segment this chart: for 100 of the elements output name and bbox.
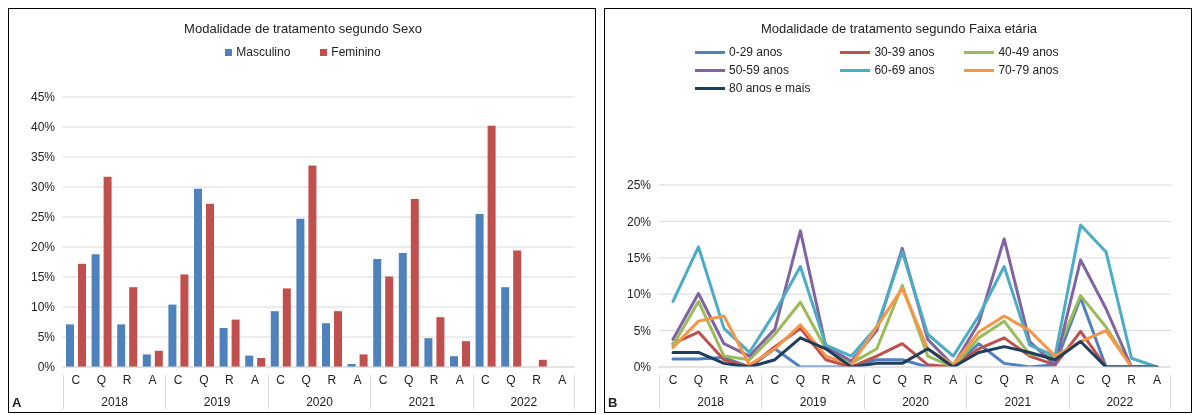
legend-label: 0-29 anos xyxy=(729,45,783,59)
x-tick-label: C xyxy=(974,372,984,387)
bar xyxy=(154,350,163,367)
x-tick-label: Q xyxy=(403,372,414,387)
x-tick-label: R xyxy=(225,372,235,387)
x-tick-label: R xyxy=(923,372,933,387)
legend-label: 40-49 anos xyxy=(998,45,1059,59)
bar xyxy=(475,214,484,367)
bar xyxy=(117,324,126,367)
x-tick-label: R xyxy=(122,372,132,387)
legend-label: Masculino xyxy=(236,45,291,59)
bar xyxy=(501,287,510,367)
y-tick-label: 15% xyxy=(30,270,56,285)
bar xyxy=(168,304,177,367)
text: 2018 xyxy=(100,395,130,409)
bar xyxy=(270,311,279,367)
x-tick-label: Q xyxy=(1101,372,1111,387)
x-tick-label: A xyxy=(250,372,260,387)
x-tick-label: C xyxy=(872,372,882,387)
text: 2020 xyxy=(305,395,334,409)
y-tick-label: 25% xyxy=(30,210,56,225)
x-tick-label: C xyxy=(378,372,388,387)
bar xyxy=(180,274,189,367)
x-tick-label: R xyxy=(1025,372,1035,387)
bar xyxy=(424,338,433,367)
legend-label: 30-39 anos xyxy=(874,45,935,59)
x-tick-label: A xyxy=(745,372,754,387)
x-tick-label: A xyxy=(353,372,362,387)
text: 2019 xyxy=(798,395,828,409)
bar xyxy=(322,323,330,367)
x-tick-label: Q xyxy=(795,372,806,387)
x-tick-label: R xyxy=(429,372,439,387)
bar xyxy=(206,203,214,367)
y-tick-label: 45% xyxy=(30,90,56,105)
text: A xyxy=(12,395,22,410)
x-tick-label: Q xyxy=(693,372,704,387)
text: B xyxy=(608,395,618,410)
x-tick-label: Q xyxy=(199,372,209,387)
y-tick-label: 0% xyxy=(633,360,652,375)
text: 2021 xyxy=(407,395,437,409)
x-tick-label: C xyxy=(668,372,678,387)
y-tick-label: 35% xyxy=(30,150,56,165)
bar xyxy=(334,311,342,367)
y-tick-label: 20% xyxy=(30,240,56,255)
y-tick-label: 15% xyxy=(626,251,652,266)
bar xyxy=(373,259,382,367)
bar xyxy=(513,250,522,367)
text: 2018 xyxy=(696,395,726,409)
bar xyxy=(462,341,470,367)
bar xyxy=(66,324,74,367)
x-tick-label: Q xyxy=(999,372,1009,387)
x-tick-label: R xyxy=(327,372,337,387)
y-tick-label: 20% xyxy=(626,214,652,229)
x-tick-label: R xyxy=(719,372,729,387)
bar xyxy=(398,253,407,367)
bar xyxy=(129,287,138,367)
legend-label: 70-79 anos xyxy=(998,63,1059,77)
chart-title: Modalidade de tratamento segundo Sexo xyxy=(183,21,423,36)
x-tick-label: A xyxy=(148,372,157,387)
x-tick-label: R xyxy=(1127,372,1137,387)
bar xyxy=(308,165,317,367)
chart-title: Modalidade de tratamento segundo Faixa etária xyxy=(759,21,1039,36)
x-tick-label: Q xyxy=(96,372,107,387)
bar xyxy=(231,319,240,367)
x-tick-label: A xyxy=(949,372,958,387)
bar xyxy=(487,125,496,367)
x-tick-label: C xyxy=(481,372,491,387)
x-tick-label: A xyxy=(1051,372,1060,387)
x-tick-label: Q xyxy=(301,372,311,387)
legend-label: 60-69 anos xyxy=(874,63,935,77)
x-tick-label: A xyxy=(1152,372,1162,387)
bar xyxy=(296,218,305,367)
text: 2021 xyxy=(1003,395,1033,409)
x-tick-label: C xyxy=(1076,372,1086,387)
legend-label: 80 anos e mais xyxy=(729,81,811,95)
y-tick-label: 10% xyxy=(30,300,56,315)
text: 2020 xyxy=(901,395,930,409)
y-tick-label: 25% xyxy=(626,178,652,193)
bar xyxy=(142,354,151,367)
bar xyxy=(91,254,100,367)
x-tick-label: A xyxy=(847,372,856,387)
bar xyxy=(219,328,228,367)
y-tick-label: 40% xyxy=(30,120,56,135)
bar xyxy=(103,176,112,367)
y-tick-label: 30% xyxy=(30,180,56,195)
legend-label: 50-59 anos xyxy=(729,63,790,77)
x-tick-label: A xyxy=(455,372,464,387)
text: 2022 xyxy=(1105,395,1135,409)
x-tick-label: Q xyxy=(506,372,516,387)
y-tick-label: 10% xyxy=(626,287,652,302)
y-tick-label: 0% xyxy=(37,360,56,375)
x-tick-label: C xyxy=(71,372,81,387)
bar xyxy=(194,188,202,367)
text: 2022 xyxy=(509,395,539,409)
x-tick-label: Q xyxy=(897,372,907,387)
x-tick-label: R xyxy=(821,372,831,387)
y-tick-label: 5% xyxy=(633,323,652,338)
bar xyxy=(436,317,445,367)
bar xyxy=(78,263,86,367)
x-tick-label: C xyxy=(276,372,286,387)
